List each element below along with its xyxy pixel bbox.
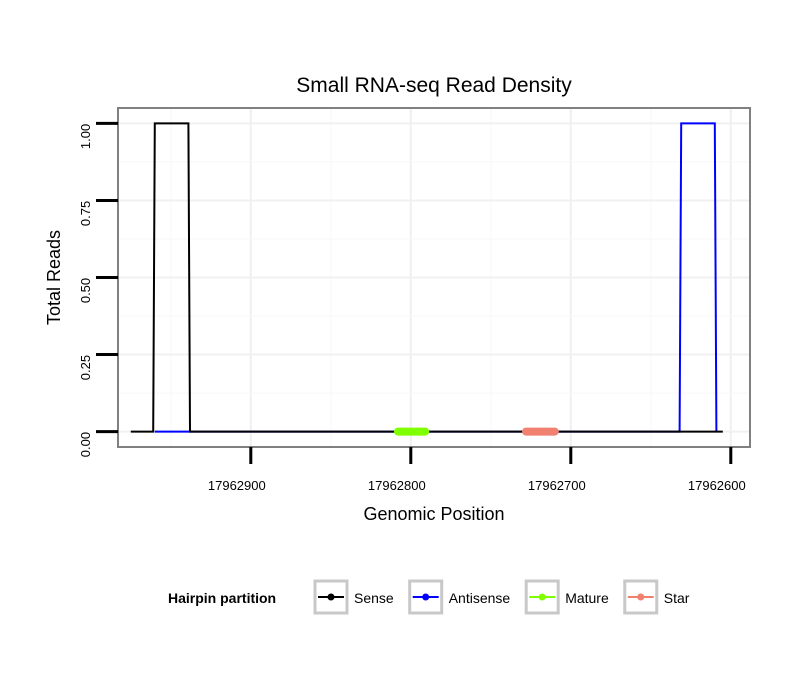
- legend: Hairpin partition Sense Antisense Mature St…: [168, 579, 690, 615]
- y-tick-label: 0.50: [78, 278, 93, 303]
- legend-label: Sense: [354, 590, 394, 606]
- legend-title: Hairpin partition: [168, 590, 276, 606]
- legend-key-point: [422, 593, 430, 601]
- legend-entry-antisense: Antisense: [408, 579, 511, 615]
- y-tick-label: 1.00: [78, 124, 93, 149]
- chart-title: Small RNA-seq Read Density: [296, 74, 572, 97]
- x-axis-title: Genomic Position: [363, 504, 504, 524]
- series-sense-line: [130, 122, 723, 433]
- data-series: [130, 122, 723, 436]
- x-tick-label: 17962800: [368, 478, 426, 493]
- x-tick-label: 17962600: [688, 478, 746, 493]
- y-tick-label: 0.00: [78, 432, 93, 457]
- axes: 17962900 17962800 17962700 17962600 0.00 0.25…: [78, 121, 746, 493]
- legend-label: Mature: [565, 590, 609, 606]
- x-tick-label: 17962900: [208, 478, 266, 493]
- legend-key-point: [538, 593, 546, 601]
- x-tick-label: 17962700: [528, 478, 586, 493]
- legend-key-point: [327, 593, 335, 601]
- y-tick-label: 0.75: [78, 201, 93, 226]
- legend-entry-sense: Sense: [313, 579, 394, 615]
- series-antisense-line: [154, 122, 718, 433]
- legend-entry-star: Star: [623, 579, 690, 615]
- grid-lines: [118, 108, 750, 447]
- legend-entry-mature: Mature: [524, 579, 609, 615]
- legend-label: Antisense: [449, 590, 511, 606]
- legend-key-point: [637, 593, 645, 601]
- y-tick-label: 0.25: [78, 355, 93, 380]
- legend-label: Star: [664, 590, 690, 606]
- y-axis-title: Total Reads: [44, 230, 64, 325]
